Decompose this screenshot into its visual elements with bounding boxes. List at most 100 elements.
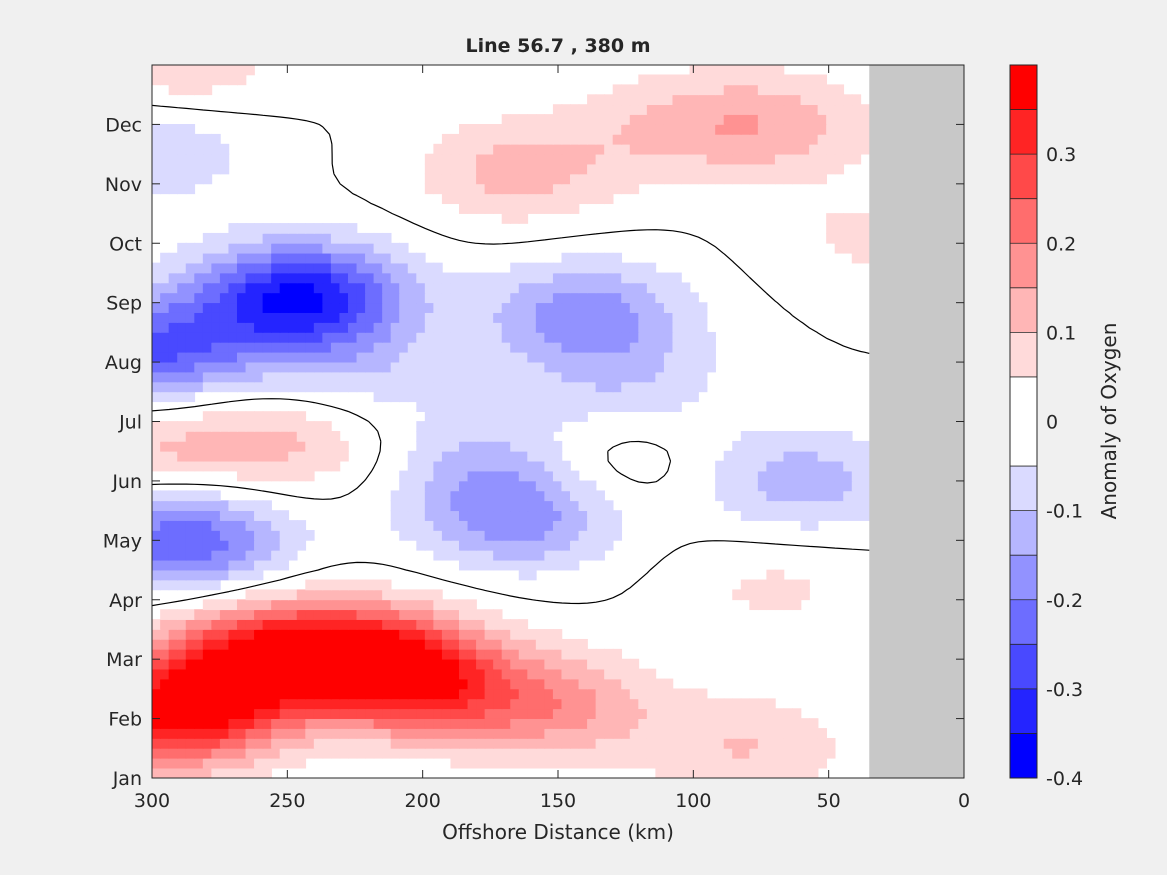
- heatmap-cell: [476, 757, 486, 769]
- heatmap-cell: [245, 470, 255, 482]
- heatmap-cell: [202, 421, 213, 432]
- heatmap-cell: [766, 480, 776, 492]
- heatmap-cell: [407, 262, 418, 274]
- heatmap-cell: [843, 94, 853, 106]
- heatmap-cell: [698, 74, 708, 86]
- heatmap-cell: [185, 638, 196, 650]
- heatmap-cell: [219, 599, 230, 611]
- heatmap-cell: [544, 351, 554, 363]
- heatmap-cell: [774, 450, 785, 462]
- heatmap-cell: [527, 193, 537, 205]
- heatmap-cell: [245, 322, 255, 333]
- heatmap-cell: [236, 262, 247, 274]
- heatmap-cell: [279, 331, 290, 343]
- heatmap-cell: [561, 737, 571, 749]
- heatmap-cell: [527, 114, 537, 125]
- heatmap-cell: [510, 262, 520, 274]
- heatmap-cell: [160, 292, 170, 304]
- heatmap-cell: [168, 460, 179, 472]
- heatmap-cell: [681, 361, 691, 373]
- heatmap-cell: [168, 153, 179, 165]
- heatmap-cell: [356, 609, 366, 620]
- heatmap-cell: [467, 658, 477, 670]
- heatmap-cell: [518, 678, 529, 690]
- heatmap-cell: [459, 272, 469, 284]
- heatmap-cell: [467, 460, 477, 472]
- heatmap-cell: [467, 322, 477, 333]
- heatmap-cell: [296, 381, 307, 393]
- heatmap-cell: [510, 658, 520, 670]
- heatmap-cell: [254, 262, 264, 274]
- heatmap-cell: [219, 381, 230, 393]
- heatmap-cell: [441, 678, 452, 690]
- heatmap-cell: [706, 747, 716, 759]
- heatmap-cell: [459, 480, 469, 492]
- heatmap-cell: [288, 757, 298, 769]
- heatmap-cell: [296, 539, 307, 551]
- heatmap-cell: [177, 133, 187, 145]
- heatmap-cell: [296, 431, 307, 442]
- heatmap-cell: [330, 232, 341, 244]
- heatmap-cell: [587, 510, 597, 521]
- heatmap-cell: [296, 728, 307, 739]
- heatmap-cell: [288, 728, 298, 739]
- heatmap-cell: [390, 331, 401, 343]
- heatmap-cell: [185, 133, 196, 145]
- heatmap-cell: [629, 757, 640, 769]
- heatmap-cell: [305, 688, 315, 700]
- heatmap-cell: [459, 470, 469, 482]
- heatmap-cell: [245, 252, 255, 264]
- heatmap-cell: [228, 530, 238, 541]
- heatmap-cell: [860, 104, 870, 115]
- heatmap-cell: [552, 678, 563, 690]
- heatmap-cell: [535, 272, 546, 284]
- heatmap-cell: [373, 678, 383, 690]
- heatmap-cell: [476, 411, 486, 422]
- heatmap-cell: [698, 767, 708, 778]
- heatmap-cell: [160, 698, 170, 710]
- heatmap-cell: [595, 282, 605, 294]
- heatmap-cell: [501, 737, 512, 749]
- heatmap-cell: [570, 331, 580, 343]
- heatmap-cell: [202, 728, 213, 739]
- heatmap-cell: [407, 470, 418, 482]
- heatmap-cell: [262, 252, 272, 264]
- heatmap-cell: [723, 104, 734, 115]
- heatmap-cell: [663, 737, 674, 749]
- heatmap-cell: [604, 143, 614, 155]
- heatmap-cell: [783, 133, 793, 145]
- heatmap-cell: [817, 84, 827, 96]
- heatmap-cell: [527, 480, 537, 492]
- heatmap-cell: [177, 431, 187, 442]
- heatmap-cell: [604, 658, 614, 670]
- heatmap-cell: [800, 431, 810, 442]
- heatmap-cell: [732, 589, 742, 601]
- heatmap-cell: [254, 272, 264, 284]
- heatmap-cell: [570, 193, 580, 205]
- heatmap-cell: [407, 312, 418, 323]
- heatmap-cell: [288, 302, 298, 313]
- heatmap-cell: [723, 737, 734, 749]
- heatmap-cell: [390, 242, 401, 254]
- heatmap-cell: [544, 143, 554, 155]
- heatmap-cell: [604, 747, 614, 759]
- heatmap-cell: [441, 173, 452, 185]
- heatmap-cell: [527, 500, 537, 512]
- heatmap-cell: [441, 737, 452, 749]
- heatmap-cell: [322, 460, 332, 472]
- heatmap-cell: [339, 609, 349, 620]
- heatmap-cell: [527, 638, 537, 650]
- heatmap-cell: [356, 351, 366, 363]
- heatmap-cell: [313, 609, 324, 620]
- heatmap-cell: [168, 500, 179, 512]
- heatmap-cell: [356, 698, 366, 710]
- heatmap-cell: [185, 520, 196, 531]
- heatmap-cell: [723, 143, 734, 155]
- heatmap-cell: [185, 302, 196, 313]
- heatmap-cell: [459, 609, 469, 620]
- heatmap-cell: [689, 84, 699, 96]
- heatmap-cell: [254, 381, 264, 393]
- heatmap-cell: [493, 460, 503, 472]
- heatmap-cell: [484, 688, 494, 700]
- heatmap-cell: [236, 520, 247, 531]
